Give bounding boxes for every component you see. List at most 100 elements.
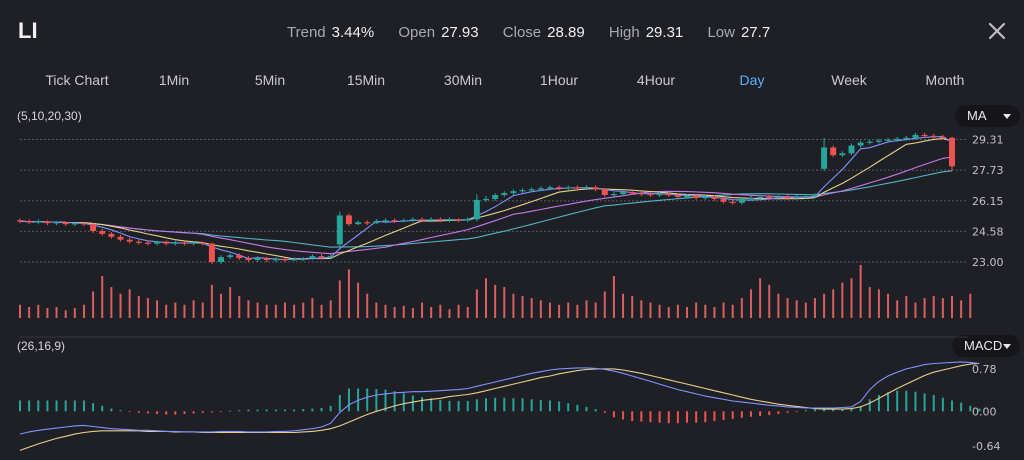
price-axis-label: 23.00 (972, 256, 1004, 269)
macd-signal-line (19, 362, 980, 451)
macd-histogram-bar (612, 411, 615, 418)
macd-histogram-bar (229, 410, 232, 412)
volume-bar (548, 302, 551, 318)
tab-1min[interactable]: 1Min (158, 72, 190, 88)
tab-5min[interactable]: 5Min (254, 72, 286, 88)
macd-histogram-bar (640, 411, 643, 422)
volume-bar (868, 287, 871, 318)
candle-body (711, 196, 718, 199)
macd-histogram-bar (485, 398, 487, 412)
volume-bar (357, 282, 360, 318)
candle-body (218, 257, 224, 262)
tab-week[interactable]: Week (831, 72, 867, 88)
macd-histogram-bar (841, 409, 844, 412)
candle-body (921, 134, 928, 137)
candle-body (254, 258, 261, 261)
volume-bar (704, 304, 707, 318)
tab-30min[interactable]: 30Min (443, 72, 483, 88)
macd-histogram-bar (128, 411, 131, 413)
volume-bar (667, 306, 670, 318)
ma-selector[interactable]: MA (955, 105, 1020, 127)
candle-body (894, 138, 901, 140)
macd-selector[interactable]: MACD (952, 335, 1020, 357)
stat-high: High 29.31 (609, 24, 683, 41)
candle-body (674, 195, 681, 197)
candle-body (181, 242, 188, 244)
volume-bar (19, 304, 21, 318)
candle-body (400, 220, 407, 222)
volume-bar (265, 304, 268, 318)
macd-histogram-bar (503, 397, 506, 412)
macd-histogram-bar (877, 395, 880, 412)
volume-bar (622, 293, 625, 318)
macd-histogram-bar (73, 400, 76, 412)
volume-bar (877, 289, 880, 318)
volume-bar (494, 284, 497, 318)
volume-bar (768, 284, 771, 318)
tab-day[interactable]: Day (739, 72, 765, 88)
tab-month[interactable]: Month (925, 72, 965, 88)
candle-body (492, 195, 499, 199)
volume-bar (347, 269, 350, 318)
macd-histogram-bar (567, 403, 570, 412)
candle-body (409, 219, 416, 221)
candle-body (26, 221, 33, 223)
volume-bar (567, 302, 570, 318)
macd-histogram-bar (914, 391, 917, 412)
candle-body (684, 196, 690, 198)
tab-tick-chart[interactable]: Tick Chart (45, 72, 109, 88)
macd-histogram-bar (375, 389, 378, 412)
volume-bar (439, 304, 442, 318)
candle-body (464, 219, 471, 221)
volume-bar (722, 302, 725, 318)
macd-histogram-bar (411, 395, 414, 412)
volume-bar (795, 300, 798, 318)
tab-15min[interactable]: 15Min (346, 72, 386, 88)
volume-bar (119, 293, 122, 318)
volume-bar (823, 293, 826, 318)
tab-1hour[interactable]: 1Hour (539, 72, 579, 88)
macd-histogram-bar (823, 408, 826, 412)
candle-body (190, 242, 197, 244)
macd-histogram-bar (366, 388, 369, 412)
candle-body (629, 192, 636, 194)
close-icon[interactable] (986, 20, 1008, 42)
tab-4hour[interactable]: 4Hour (636, 72, 676, 88)
macd-histogram-bar (64, 400, 67, 412)
macd-histogram-bar (585, 406, 588, 412)
price-axis-label: 29.31 (972, 134, 1004, 147)
candle-body (565, 187, 572, 189)
stat-close: Close 28.89 (503, 24, 585, 41)
macd-histogram-bar (494, 397, 497, 412)
macd-histogram-bar (174, 411, 177, 415)
candle-body (245, 258, 252, 261)
volume-bar (676, 304, 679, 318)
volume-bar (603, 291, 606, 318)
candle-body (99, 230, 106, 234)
macd-histogram-bar (667, 411, 670, 424)
macd-histogram-bar (622, 411, 625, 420)
candle-body (336, 215, 343, 245)
ma-selector-label: MA (967, 108, 987, 123)
volume-bar (37, 304, 40, 318)
macd-histogram-bar (521, 398, 524, 412)
macd-histogram-bar (539, 399, 542, 412)
macd-axis-label: -0.64 (972, 440, 1000, 453)
volume-bar (813, 298, 816, 318)
macd-histogram-bar (466, 400, 469, 412)
macd-histogram-bar (146, 411, 149, 414)
macd-histogram-bar (777, 411, 780, 414)
candle-body (291, 259, 298, 261)
stat-value: 29.31 (645, 24, 684, 41)
macd-histogram-bar (393, 391, 396, 412)
macd-histogram-bar (302, 409, 305, 412)
macd-histogram-bar (448, 400, 451, 412)
candle-body (345, 215, 352, 225)
volume-bar (82, 304, 85, 318)
volume-bar (485, 278, 487, 318)
macd-histogram-bar (731, 411, 734, 419)
macd-histogram-bar (740, 411, 743, 418)
volume-bar (521, 295, 524, 318)
chevron-down-icon (1003, 344, 1011, 349)
